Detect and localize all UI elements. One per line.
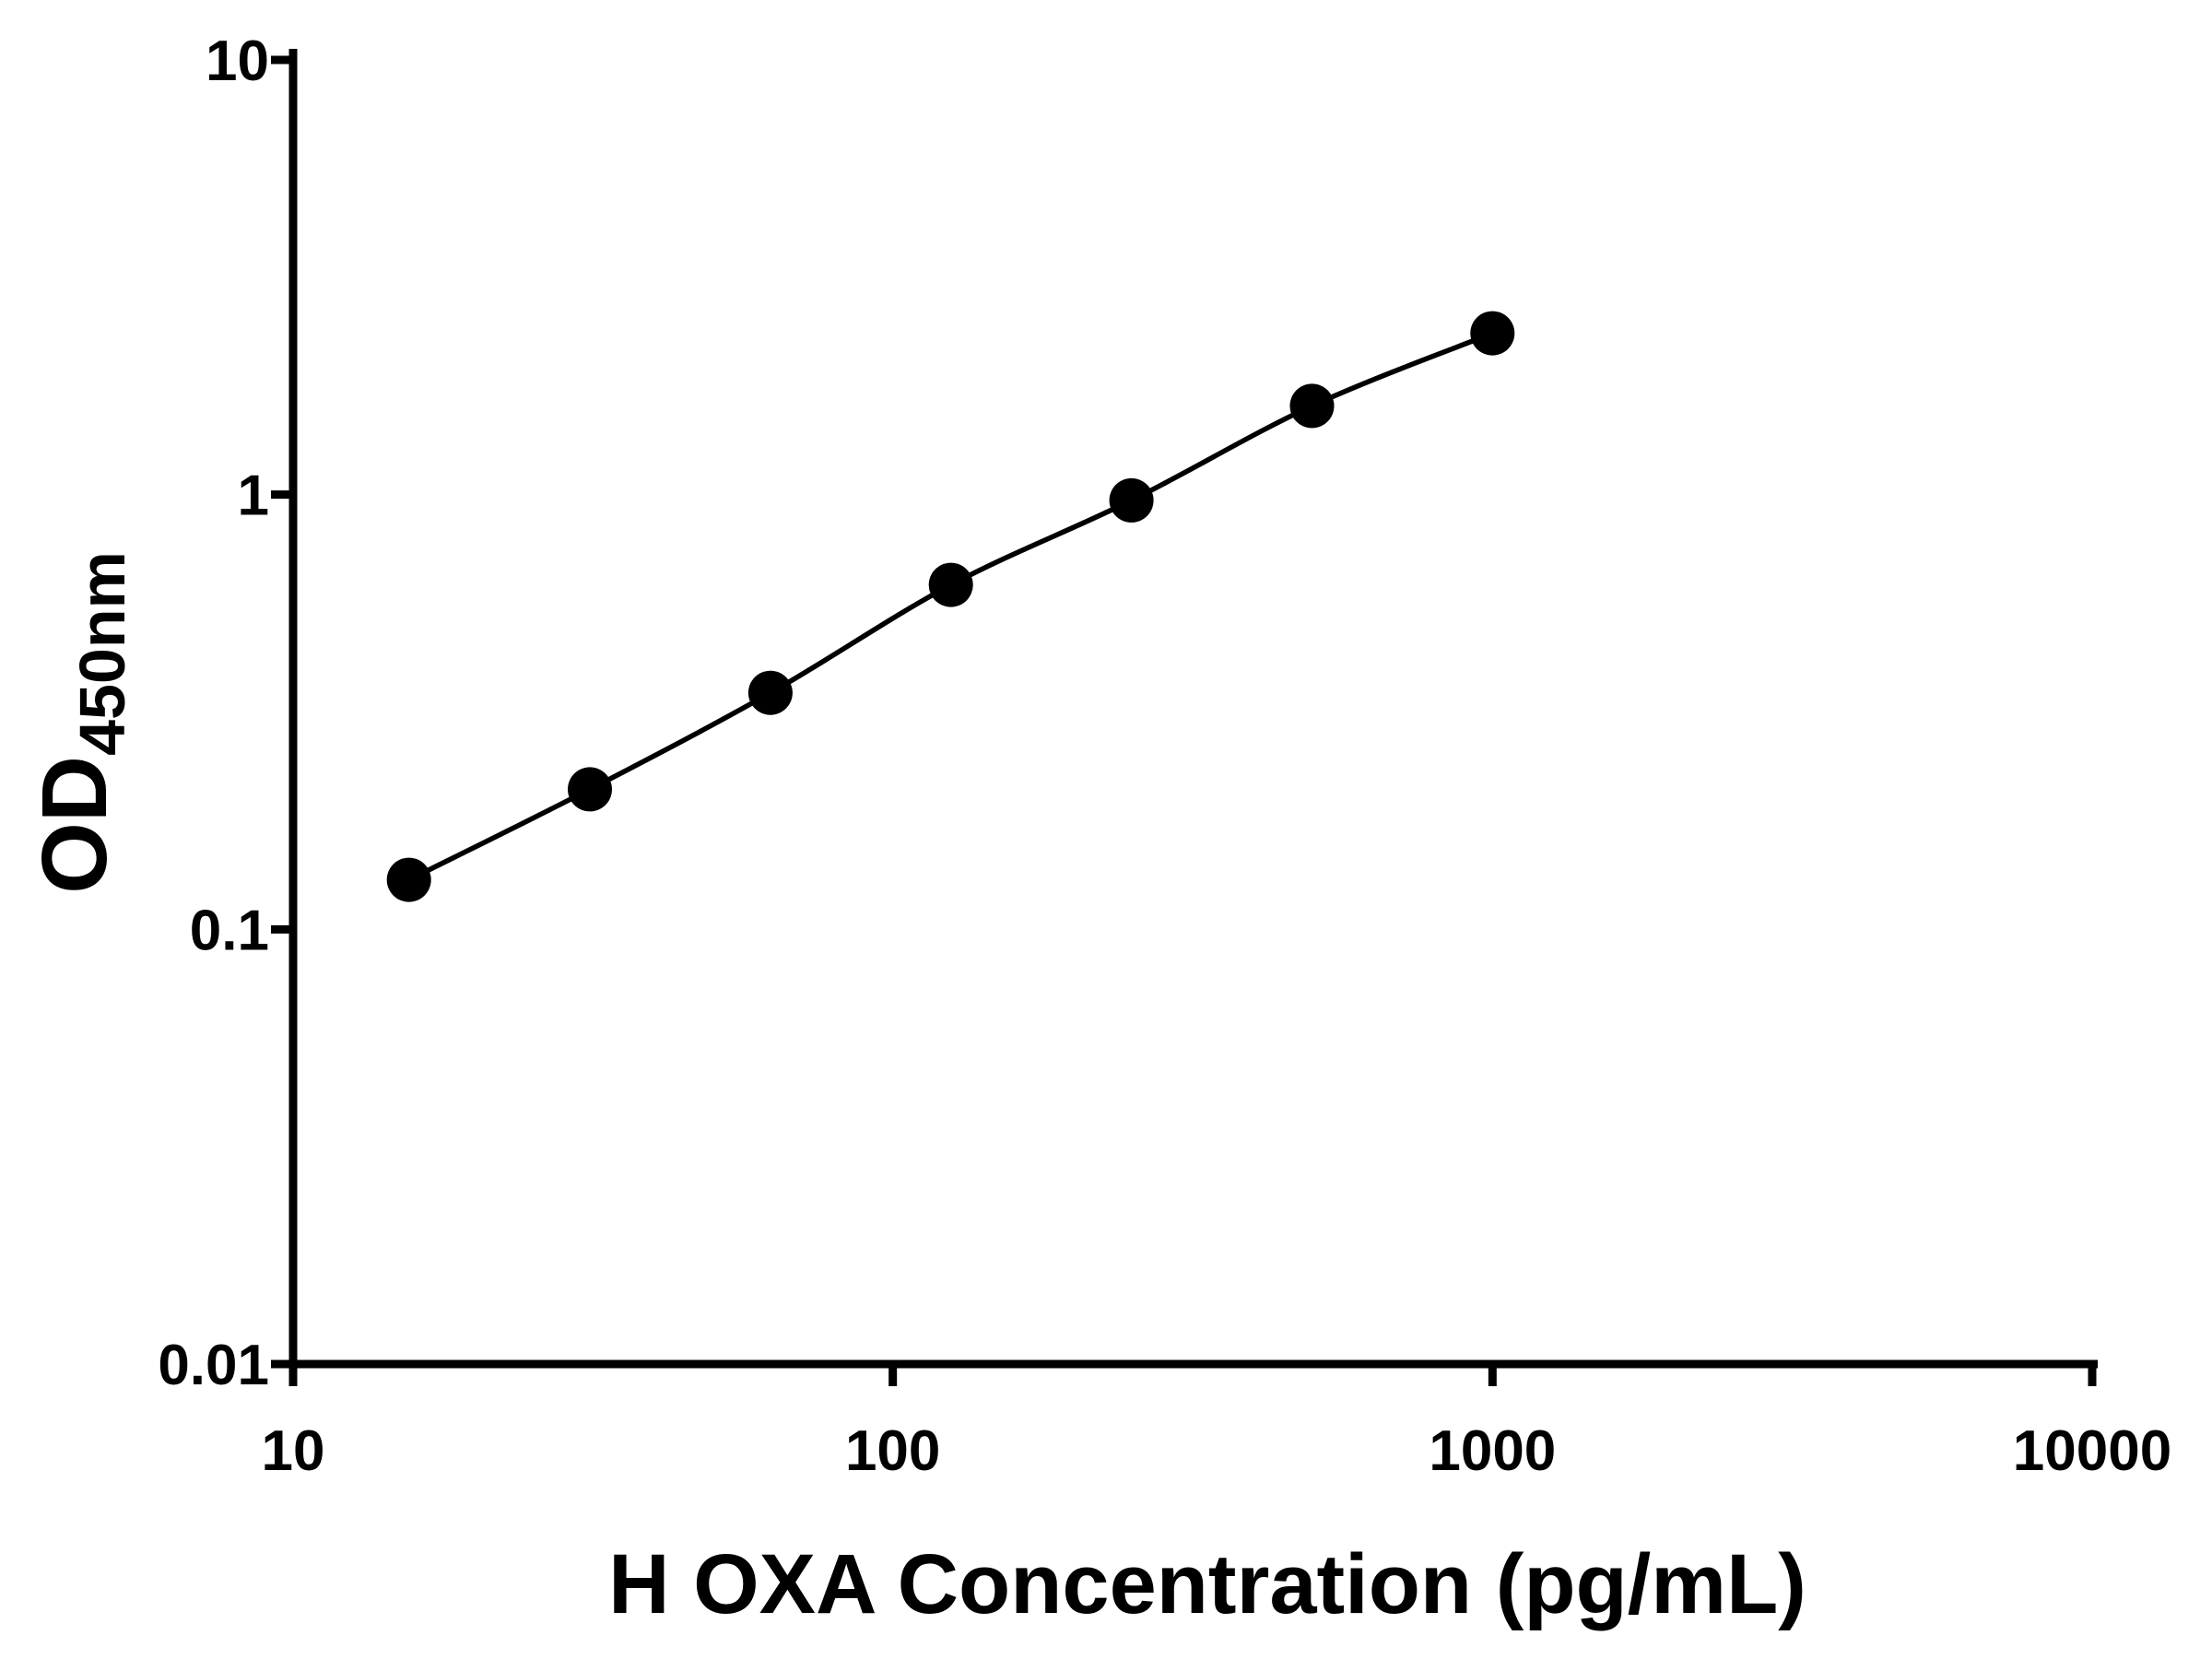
y-tick-label: 10 — [206, 29, 269, 93]
data-point — [1470, 311, 1515, 356]
y-axis-title-group: OD450nm — [23, 551, 138, 894]
data-point — [747, 670, 793, 715]
tick-labels: 10 100 1000 10000 0.01 0.1 1 10 — [158, 29, 2171, 1483]
y-tick-label: 0.01 — [158, 1334, 269, 1397]
axes — [288, 49, 2098, 1369]
data-series — [386, 311, 1515, 902]
y-axis-title-main: OD — [23, 756, 126, 894]
x-tick-label: 100 — [845, 1419, 940, 1483]
data-point — [928, 562, 973, 607]
y-axis-title-subscript: 450nm — [66, 551, 138, 756]
x-tick-label: 10000 — [2013, 1419, 2171, 1483]
data-point — [386, 857, 431, 902]
x-tick-label: 1000 — [1429, 1419, 1556, 1483]
tick-marks — [271, 55, 2097, 1386]
y-axis-title: OD450nm — [23, 551, 138, 894]
y-tick-label: 0.1 — [190, 899, 269, 962]
x-tick-label: 10 — [262, 1419, 325, 1483]
y-tick-label: 1 — [238, 465, 269, 528]
x-axis-title: H OXA Concentration (pg/mL) — [608, 1537, 1806, 1631]
data-point — [568, 767, 612, 812]
data-point — [1109, 477, 1154, 523]
data-point — [1289, 383, 1335, 429]
